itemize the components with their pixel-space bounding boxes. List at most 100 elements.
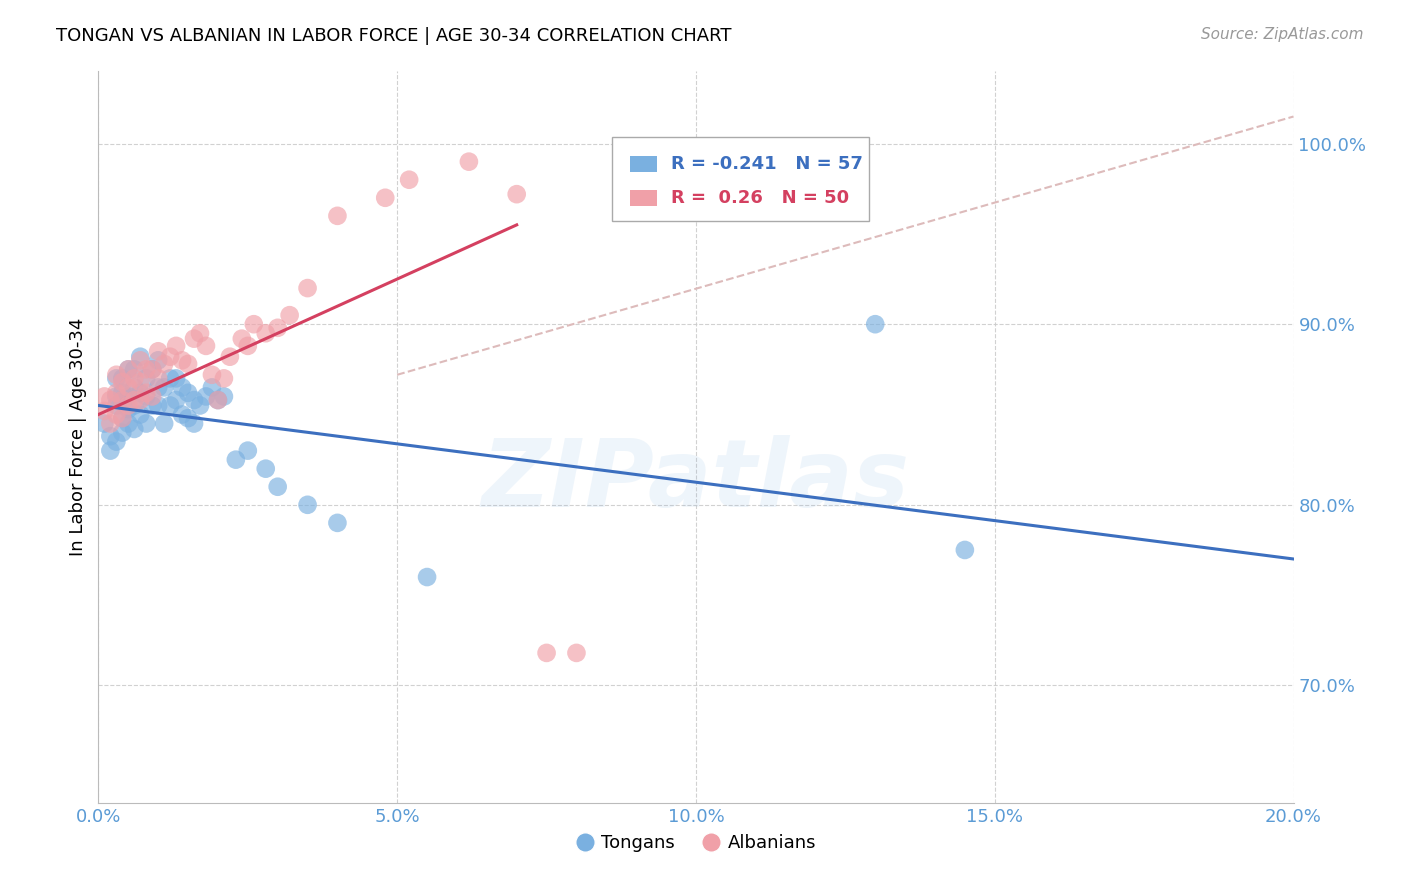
FancyBboxPatch shape <box>613 137 869 221</box>
Text: R =  0.26   N = 50: R = 0.26 N = 50 <box>671 189 849 208</box>
Point <box>243 317 266 331</box>
Point <box>117 380 139 394</box>
Point <box>254 326 277 341</box>
Point <box>148 399 170 413</box>
Point <box>148 380 170 394</box>
Point <box>398 172 420 186</box>
Point <box>105 389 128 403</box>
Point <box>105 399 128 413</box>
Point <box>124 392 146 407</box>
Point <box>141 362 163 376</box>
Point <box>219 350 242 364</box>
Point <box>536 646 558 660</box>
Point <box>172 353 194 368</box>
Point <box>98 417 122 431</box>
Point <box>159 399 181 413</box>
Point <box>141 399 163 413</box>
Point <box>129 392 152 407</box>
Point <box>111 371 134 385</box>
Point <box>105 385 128 400</box>
Point <box>207 392 229 407</box>
Point <box>93 417 115 431</box>
Point <box>953 543 976 558</box>
Point <box>111 375 134 389</box>
Point <box>188 399 211 413</box>
Point <box>183 332 205 346</box>
Legend: Tongans, Albanians: Tongans, Albanians <box>569 827 823 860</box>
Point <box>117 389 139 403</box>
Point <box>506 187 529 202</box>
Point <box>165 371 187 385</box>
Point <box>177 357 200 371</box>
Point <box>165 339 187 353</box>
Point <box>225 452 247 467</box>
Point <box>93 389 115 403</box>
Point <box>93 404 115 418</box>
Point <box>153 357 176 371</box>
Text: TONGAN VS ALBANIAN IN LABOR FORCE | AGE 30-34 CORRELATION CHART: TONGAN VS ALBANIAN IN LABOR FORCE | AGE … <box>56 27 731 45</box>
Point <box>117 417 139 431</box>
Point <box>183 417 205 431</box>
Point <box>105 434 128 449</box>
FancyBboxPatch shape <box>630 156 657 172</box>
Point <box>267 480 290 494</box>
Point <box>98 429 122 443</box>
Point <box>236 339 259 353</box>
Point <box>135 362 157 376</box>
Point <box>188 326 211 341</box>
Point <box>865 317 887 331</box>
Point <box>135 389 157 403</box>
Point <box>565 646 588 660</box>
Point <box>98 392 122 407</box>
Point <box>212 389 235 403</box>
Point <box>172 380 194 394</box>
Point <box>129 353 152 368</box>
Point <box>111 411 134 425</box>
Text: R = -0.241   N = 57: R = -0.241 N = 57 <box>671 155 863 173</box>
Point <box>254 461 277 475</box>
Point <box>111 392 134 407</box>
Point <box>135 417 157 431</box>
Point <box>278 308 301 322</box>
Point <box>159 371 181 385</box>
FancyBboxPatch shape <box>630 190 657 206</box>
Point <box>177 411 200 425</box>
Point <box>267 321 290 335</box>
Point <box>458 154 481 169</box>
Point <box>212 371 235 385</box>
Point <box>111 392 134 407</box>
Point <box>153 380 176 394</box>
Point <box>207 392 229 407</box>
Point <box>124 362 146 376</box>
Point <box>124 399 146 413</box>
Point <box>148 344 170 359</box>
Point <box>135 371 157 385</box>
Point <box>124 422 146 436</box>
Y-axis label: In Labor Force | Age 30-34: In Labor Force | Age 30-34 <box>69 318 87 557</box>
Point <box>183 392 205 407</box>
Point <box>297 281 319 295</box>
Point <box>117 362 139 376</box>
Point <box>231 332 253 346</box>
Text: Source: ZipAtlas.com: Source: ZipAtlas.com <box>1201 27 1364 42</box>
Point <box>124 380 146 394</box>
Point <box>374 191 396 205</box>
Text: ZIPatlas: ZIPatlas <box>482 435 910 527</box>
Point <box>326 209 349 223</box>
Point <box>148 371 170 385</box>
Point <box>153 417 176 431</box>
Point <box>195 339 218 353</box>
Point <box>105 371 128 385</box>
Point <box>105 408 128 422</box>
Point <box>141 362 163 376</box>
Point <box>117 362 139 376</box>
Point <box>135 385 157 400</box>
Point <box>236 443 259 458</box>
Point <box>177 385 200 400</box>
Point <box>117 399 139 413</box>
Point <box>148 353 170 368</box>
Point <box>141 389 163 403</box>
Point <box>416 570 439 584</box>
Point <box>111 425 134 440</box>
Point <box>105 368 128 382</box>
